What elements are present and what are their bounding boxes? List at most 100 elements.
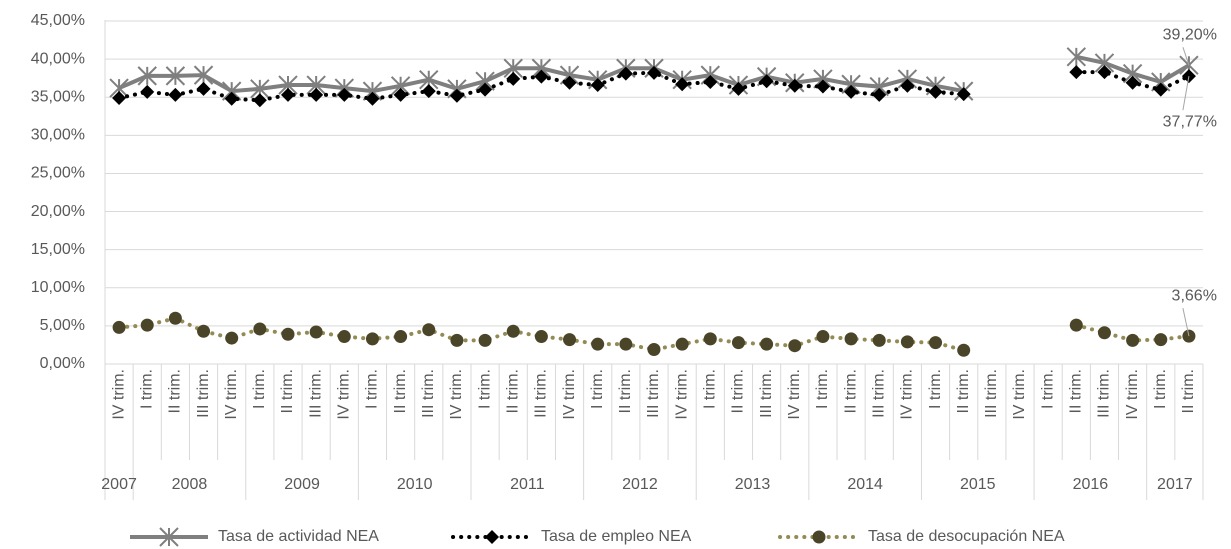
marker <box>197 324 211 338</box>
x-tick-label: I trim. <box>589 369 606 409</box>
marker <box>225 331 239 345</box>
marker <box>337 330 351 344</box>
x-tick-label: IV trim. <box>786 369 803 420</box>
legend-item: Tasa de empleo NEA <box>451 528 692 545</box>
marker <box>309 325 323 339</box>
year-label: 2013 <box>735 476 771 493</box>
marker <box>193 65 214 85</box>
x-tick-label: II trim. <box>279 369 296 413</box>
marker <box>422 323 436 337</box>
marker <box>591 337 605 351</box>
marker <box>449 88 464 103</box>
leader-line <box>1182 76 1190 111</box>
x-tick-label: II trim. <box>842 369 859 413</box>
marker <box>365 332 379 346</box>
legend-label: Tasa de empleo NEA <box>541 528 692 545</box>
marker <box>112 90 127 105</box>
legend-label: Tasa de desocupación NEA <box>868 528 1065 545</box>
marker <box>337 87 352 102</box>
marker <box>1097 65 1112 80</box>
marker <box>112 320 126 334</box>
marker <box>281 87 295 102</box>
x-tick-label: I trim. <box>251 369 268 409</box>
marker <box>731 81 746 96</box>
y-tick-label: 5,00% <box>40 317 85 334</box>
year-label: 2014 <box>847 476 883 493</box>
year-label: 2008 <box>172 476 208 493</box>
marker <box>787 78 802 93</box>
x-tick-label: IV trim. <box>1124 369 1141 420</box>
marker <box>534 69 549 84</box>
y-tick-label: 25,00% <box>31 165 85 182</box>
marker <box>1066 47 1087 67</box>
marker <box>1126 333 1140 347</box>
x-tick-label: II trim. <box>167 369 184 413</box>
marker <box>928 84 943 99</box>
marker <box>165 66 186 86</box>
x-tick-label: II trim. <box>955 369 972 413</box>
marker <box>562 75 577 90</box>
data-label: 39,20% <box>1163 26 1217 43</box>
x-tick-label: III trim. <box>195 369 212 418</box>
marker <box>618 66 633 81</box>
x-tick-label: I trim. <box>927 369 944 409</box>
marker <box>252 93 267 108</box>
x-tick-label: I trim. <box>476 369 493 409</box>
x-tick-label: IV trim. <box>223 369 240 420</box>
x-tick-label: III trim. <box>758 369 775 418</box>
x-tick-label: I trim. <box>364 369 381 409</box>
marker <box>619 337 633 351</box>
marker <box>365 91 380 106</box>
year-label: 2017 <box>1157 476 1193 493</box>
x-tick-label: IV trim. <box>899 369 916 420</box>
marker <box>760 337 774 351</box>
marker <box>253 322 267 336</box>
year-label: 2012 <box>622 476 658 493</box>
data-label: 3,66% <box>1172 287 1217 304</box>
marker <box>675 337 689 351</box>
marker <box>900 335 914 349</box>
x-tick-label: I trim. <box>702 369 719 409</box>
x-tick-label: II trim. <box>730 369 747 413</box>
marker <box>956 87 971 102</box>
x-tick-label: III trim. <box>870 369 887 418</box>
x-tick-label: IV trim. <box>673 369 690 420</box>
leader-line <box>1182 307 1190 337</box>
marker <box>309 87 324 102</box>
marker <box>1069 318 1083 332</box>
x-tick-label: IV trim. <box>561 369 578 420</box>
marker <box>929 336 943 350</box>
marker <box>534 330 548 344</box>
x-tick-label: I trim. <box>814 369 831 409</box>
marker <box>421 84 436 99</box>
year-label: 2015 <box>960 476 996 493</box>
marker <box>563 333 577 347</box>
data-label: 37,77% <box>1163 113 1217 130</box>
x-tick-label: III trim. <box>983 369 1000 418</box>
marker <box>703 74 718 89</box>
y-tick-label: 45,00% <box>31 12 85 29</box>
marker <box>168 87 183 102</box>
y-tick-label: 0,00% <box>40 355 85 372</box>
marker <box>394 330 408 344</box>
marker <box>590 78 605 93</box>
marker <box>900 78 915 93</box>
marker <box>1069 65 1084 80</box>
y-tick-label: 20,00% <box>31 203 85 220</box>
marker <box>506 71 521 86</box>
marker <box>703 332 717 346</box>
marker <box>957 343 971 357</box>
x-tick-label: IV trim. <box>448 369 465 420</box>
x-tick-label: III trim. <box>533 369 550 418</box>
marker <box>812 530 826 544</box>
year-label: 2010 <box>397 476 433 493</box>
marker <box>506 324 520 338</box>
marker <box>159 527 179 547</box>
marker <box>140 318 154 332</box>
marker <box>1154 333 1168 347</box>
x-tick-label: I trim. <box>1152 369 1169 409</box>
leader-line <box>1182 47 1190 66</box>
x-tick-label: II trim. <box>392 369 409 413</box>
x-tick-label: II trim. <box>1068 369 1085 413</box>
